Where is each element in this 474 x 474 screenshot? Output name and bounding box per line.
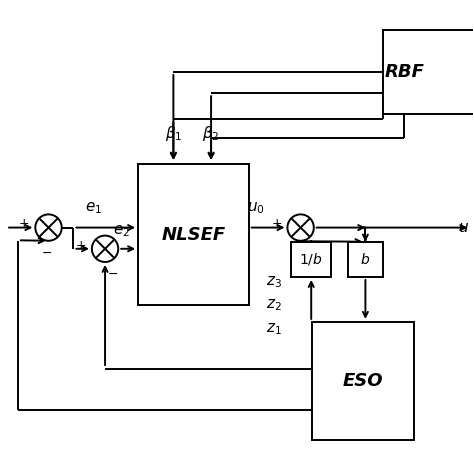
Text: $e_1$: $e_1$ bbox=[85, 200, 102, 216]
Text: −: − bbox=[108, 268, 118, 281]
Text: NLSEF: NLSEF bbox=[161, 226, 226, 244]
Text: $z_1$: $z_1$ bbox=[266, 321, 282, 337]
Text: ESO: ESO bbox=[343, 372, 383, 390]
FancyBboxPatch shape bbox=[348, 242, 383, 277]
Text: $z_3$: $z_3$ bbox=[266, 274, 282, 290]
Text: RBF: RBF bbox=[384, 63, 424, 81]
Text: $\beta_1$: $\beta_1$ bbox=[164, 124, 182, 143]
Text: $1/b$: $1/b$ bbox=[300, 251, 323, 267]
Text: $b$: $b$ bbox=[360, 252, 371, 267]
Text: −: − bbox=[42, 247, 52, 260]
Text: +: + bbox=[19, 217, 30, 230]
FancyBboxPatch shape bbox=[138, 164, 249, 305]
Text: $e_2$: $e_2$ bbox=[113, 224, 130, 239]
Text: −: − bbox=[303, 247, 313, 260]
Text: +: + bbox=[75, 238, 86, 252]
Text: $u_0$: $u_0$ bbox=[247, 200, 265, 216]
Text: $\beta_2$: $\beta_2$ bbox=[202, 124, 220, 143]
Text: $u$: $u$ bbox=[458, 220, 469, 235]
FancyBboxPatch shape bbox=[312, 322, 414, 439]
FancyBboxPatch shape bbox=[291, 242, 331, 277]
FancyBboxPatch shape bbox=[383, 30, 474, 115]
Text: $z_2$: $z_2$ bbox=[266, 298, 282, 313]
Text: +: + bbox=[271, 217, 282, 230]
